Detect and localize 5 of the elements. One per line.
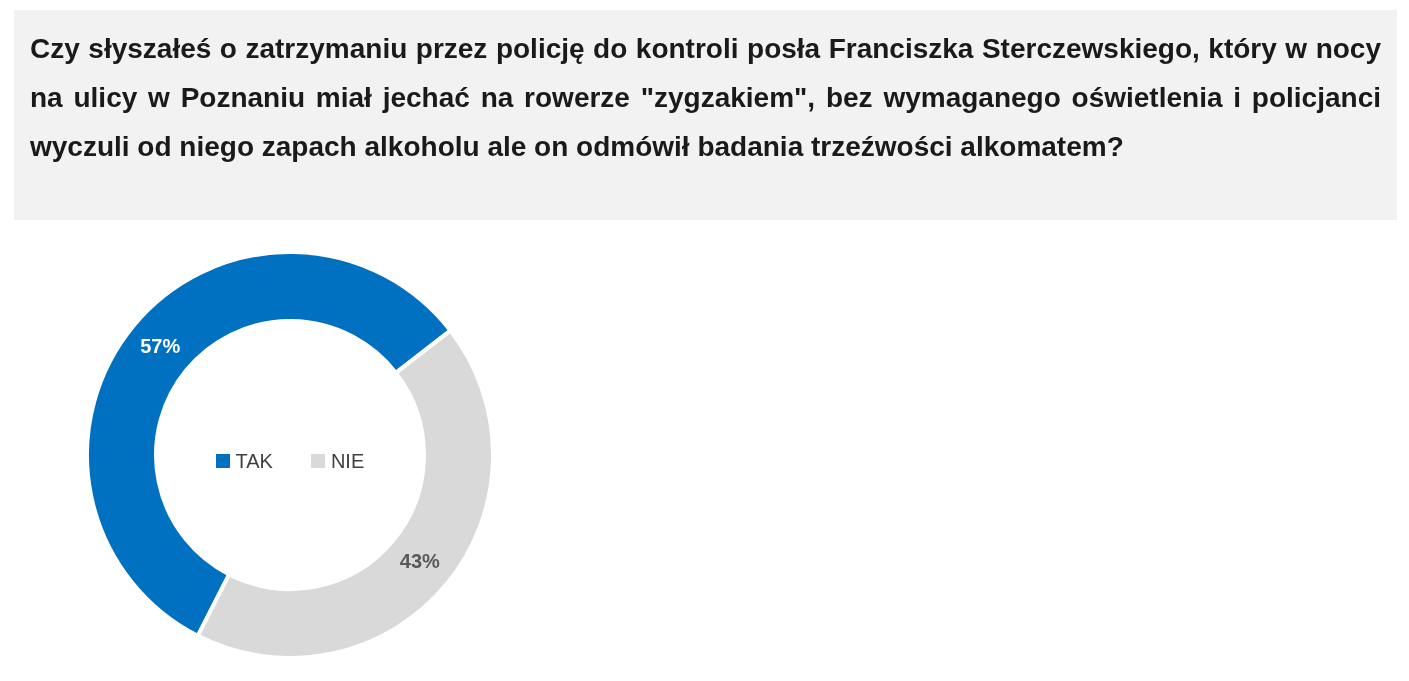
legend-label: NIE <box>330 449 365 473</box>
legend-label: TAK <box>235 449 273 473</box>
data-label: 43% <box>399 549 441 572</box>
text: Czy słyszałeś o zatrzymaniu przez policję do kontroli posła Franciszka Sterczewskiego, który w nocy na ulicy w Poznaniu miał jechać na rowerze "zygzakiem", bez wymaganego oświetlenia i policjanci wyczuli od niego zapach alkoholu ale on odmówił badania trzeźwości alkomatem? <box>14 10 1397 220</box>
data-label: 57% <box>140 335 181 358</box>
